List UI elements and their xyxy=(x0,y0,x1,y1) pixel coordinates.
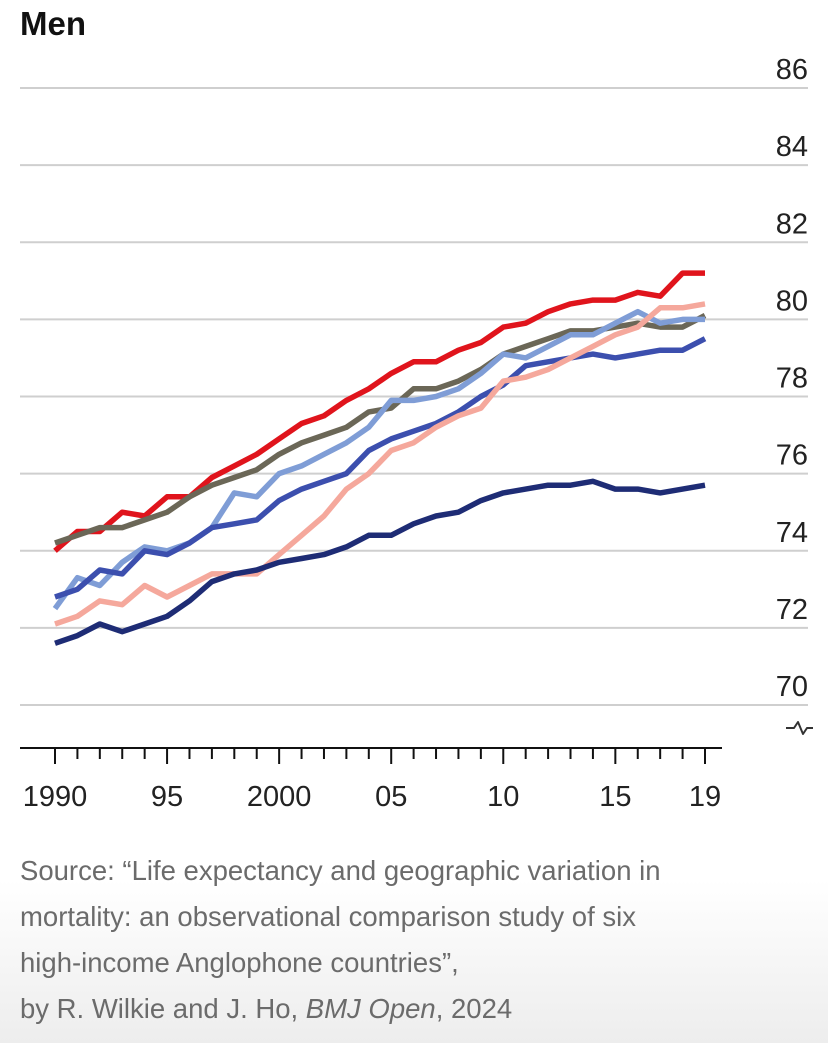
x-tick-label-2010: 10 xyxy=(487,781,519,813)
source-note: Source: “Life expectancy and geographic … xyxy=(20,848,810,1032)
x-tick-label-2015: 15 xyxy=(599,781,631,813)
y-tick-label-70: 70 xyxy=(776,671,808,703)
y-tick-label-80: 80 xyxy=(776,285,808,317)
y-tick-label-84: 84 xyxy=(776,131,808,163)
source-year: , 2024 xyxy=(435,993,513,1024)
x-tick-label-2005: 05 xyxy=(375,781,407,813)
source-authors: by R. Wilkie and J. Ho, xyxy=(20,993,306,1024)
series-line-1 xyxy=(53,270,705,553)
y-axis-ticks: 70 72 74 76 78 80 82 84 86 xyxy=(776,54,808,703)
source-line-3: high-income Anglophone countries”, xyxy=(20,947,459,978)
series-line-5 xyxy=(54,301,706,627)
source-line-2: mortality: an observational comparison s… xyxy=(20,901,636,932)
y-tick-label-86: 86 xyxy=(776,54,808,86)
axis-break-mark xyxy=(786,721,813,735)
x-tick-label-2019: 19 xyxy=(689,781,721,813)
axis-break-icon xyxy=(786,721,813,735)
y-tick-label-74: 74 xyxy=(776,517,808,549)
y-tick-label-72: 72 xyxy=(776,594,808,626)
y-tick-label-82: 82 xyxy=(776,208,808,240)
x-tick-label-1990: 1990 xyxy=(23,781,88,813)
source-line-4: by R. Wilkie and J. Ho, BMJ Open, 2024 xyxy=(20,986,810,1032)
x-axis: 1990 95 2000 05 10 15 19 xyxy=(20,747,722,813)
source-line-1: Source: “Life expectancy and geographic … xyxy=(20,855,661,886)
gridlines xyxy=(20,87,808,706)
series-line-6 xyxy=(54,478,706,646)
y-tick-label-78: 78 xyxy=(776,363,808,395)
series-lines xyxy=(52,270,707,646)
y-tick-label-76: 76 xyxy=(776,440,808,472)
x-tick-label-2000: 2000 xyxy=(247,781,312,813)
source-journal: BMJ Open xyxy=(305,993,436,1024)
x-tick-label-1995: 95 xyxy=(151,781,183,813)
chart-title: Men xyxy=(20,5,86,42)
series-line-4 xyxy=(54,336,707,600)
series-line-3 xyxy=(52,308,705,611)
